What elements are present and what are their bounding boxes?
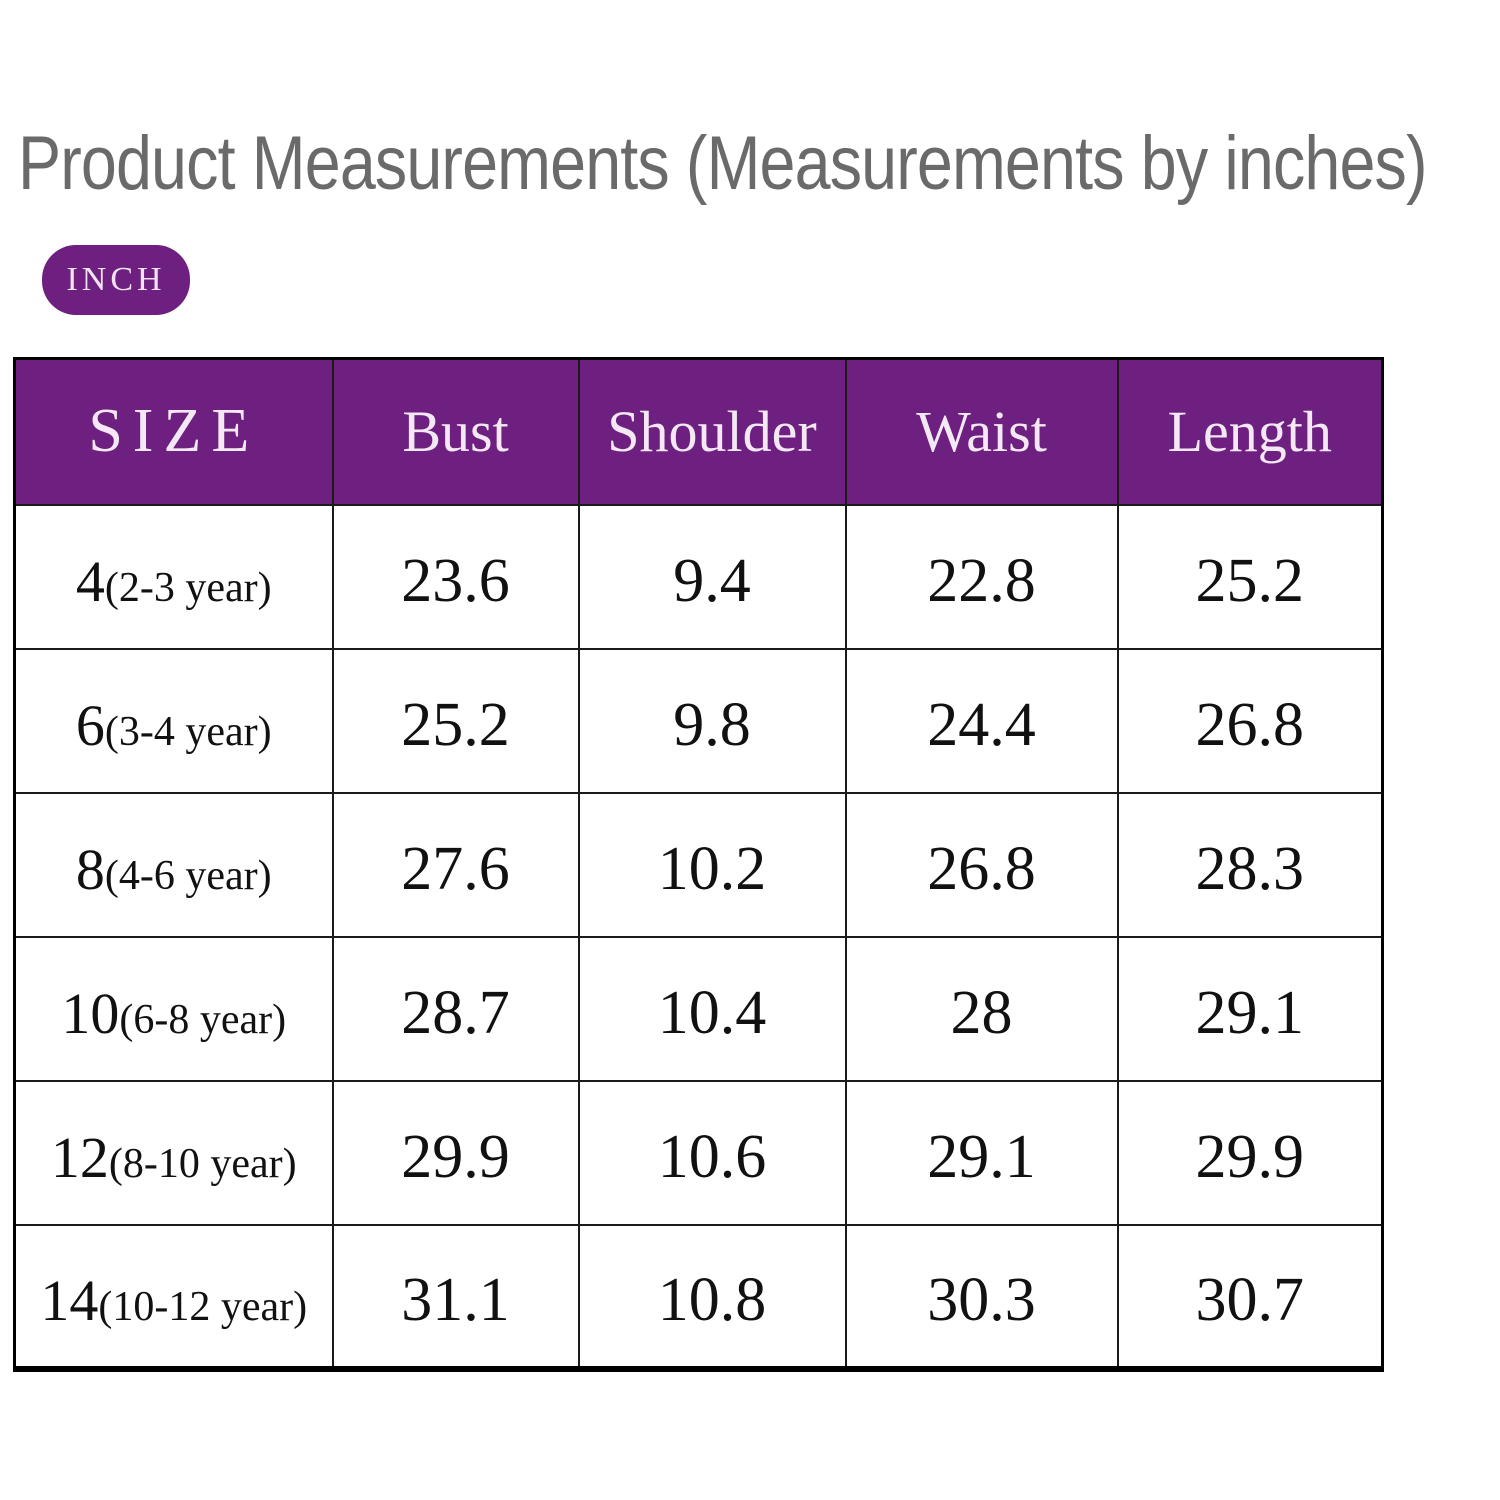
length-value-cell: 29.1 (1116, 935, 1384, 1082)
table-row: 12(8-10 year) 29.9 10.6 29.1 29.9 (13, 1079, 1384, 1226)
shoulder-value-cell: 9.4 (577, 503, 847, 650)
inch-unit-badge: INCH (42, 245, 190, 315)
size-number: 12 (50, 1125, 109, 1190)
size-number: 4 (75, 549, 105, 614)
waist-value-cell: 26.8 (844, 791, 1119, 938)
size-age-range: (4-6 year) (104, 853, 272, 899)
shoulder-value-cell: 10.8 (577, 1223, 847, 1370)
table-row: 4(2-3 year) 23.6 9.4 22.8 25.2 (13, 503, 1384, 650)
length-value-cell: 30.7 (1116, 1223, 1384, 1370)
shoulder-value-cell: 9.8 (577, 647, 847, 794)
size-number: 8 (75, 837, 105, 902)
header-cell-size: SIZE (13, 357, 334, 506)
shoulder-value-cell: 10.4 (577, 935, 847, 1082)
size-measurements-table: SIZE Bust Shoulder Waist Length 4(2-3 ye… (13, 357, 1384, 1372)
size-age-range: (2-3 year) (104, 565, 272, 611)
bust-value-cell: 29.9 (331, 1079, 580, 1226)
table-row: 10(6-8 year) 28.7 10.4 28 29.1 (13, 935, 1384, 1082)
length-value-cell: 25.2 (1116, 503, 1384, 650)
size-number: 10 (61, 981, 120, 1046)
waist-value-cell: 24.4 (844, 647, 1119, 794)
header-cell-bust: Bust (331, 357, 580, 506)
table-row: 8(4-6 year) 27.6 10.2 26.8 28.3 (13, 791, 1384, 938)
header-cell-waist: Waist (844, 357, 1119, 506)
header-cell-length: Length (1116, 357, 1384, 506)
bust-value-cell: 27.6 (331, 791, 580, 938)
size-number: 6 (75, 693, 105, 758)
length-value-cell: 26.8 (1116, 647, 1384, 794)
waist-value-cell: 28 (844, 935, 1119, 1082)
table-row: 14(10-12 year) 31.1 10.8 30.3 30.7 (13, 1223, 1384, 1370)
length-value-cell: 28.3 (1116, 791, 1384, 938)
waist-value-cell: 30.3 (844, 1223, 1119, 1370)
size-label-cell: 12(8-10 year) (13, 1079, 334, 1226)
table-row: 6(3-4 year) 25.2 9.8 24.4 26.8 (13, 647, 1384, 794)
shoulder-value-cell: 10.6 (577, 1079, 847, 1226)
size-age-range: (8-10 year) (108, 1141, 297, 1187)
size-label-cell: 10(6-8 year) (13, 935, 334, 1082)
size-age-range: (10-12 year) (98, 1284, 308, 1330)
bust-value-cell: 31.1 (331, 1223, 580, 1370)
shoulder-value-cell: 10.2 (577, 791, 847, 938)
length-value-cell: 29.9 (1116, 1079, 1384, 1226)
page-title: Product Measurements (Measurements by in… (18, 121, 1428, 206)
size-age-range: (3-4 year) (104, 709, 272, 755)
waist-value-cell: 22.8 (844, 503, 1119, 650)
inch-unit-badge-label: INCH (66, 261, 166, 298)
table-header-row: SIZE Bust Shoulder Waist Length (13, 357, 1384, 506)
waist-value-cell: 29.1 (844, 1079, 1119, 1226)
bust-value-cell: 23.6 (331, 503, 580, 650)
header-cell-shoulder: Shoulder (577, 357, 847, 506)
size-label-cell: 6(3-4 year) (13, 647, 334, 794)
size-age-range: (6-8 year) (119, 997, 287, 1043)
size-number: 14 (40, 1268, 99, 1333)
bust-value-cell: 25.2 (331, 647, 580, 794)
size-label-cell: 14(10-12 year) (13, 1223, 334, 1370)
bust-value-cell: 28.7 (331, 935, 580, 1082)
size-label-cell: 4(2-3 year) (13, 503, 334, 650)
size-label-cell: 8(4-6 year) (13, 791, 334, 938)
